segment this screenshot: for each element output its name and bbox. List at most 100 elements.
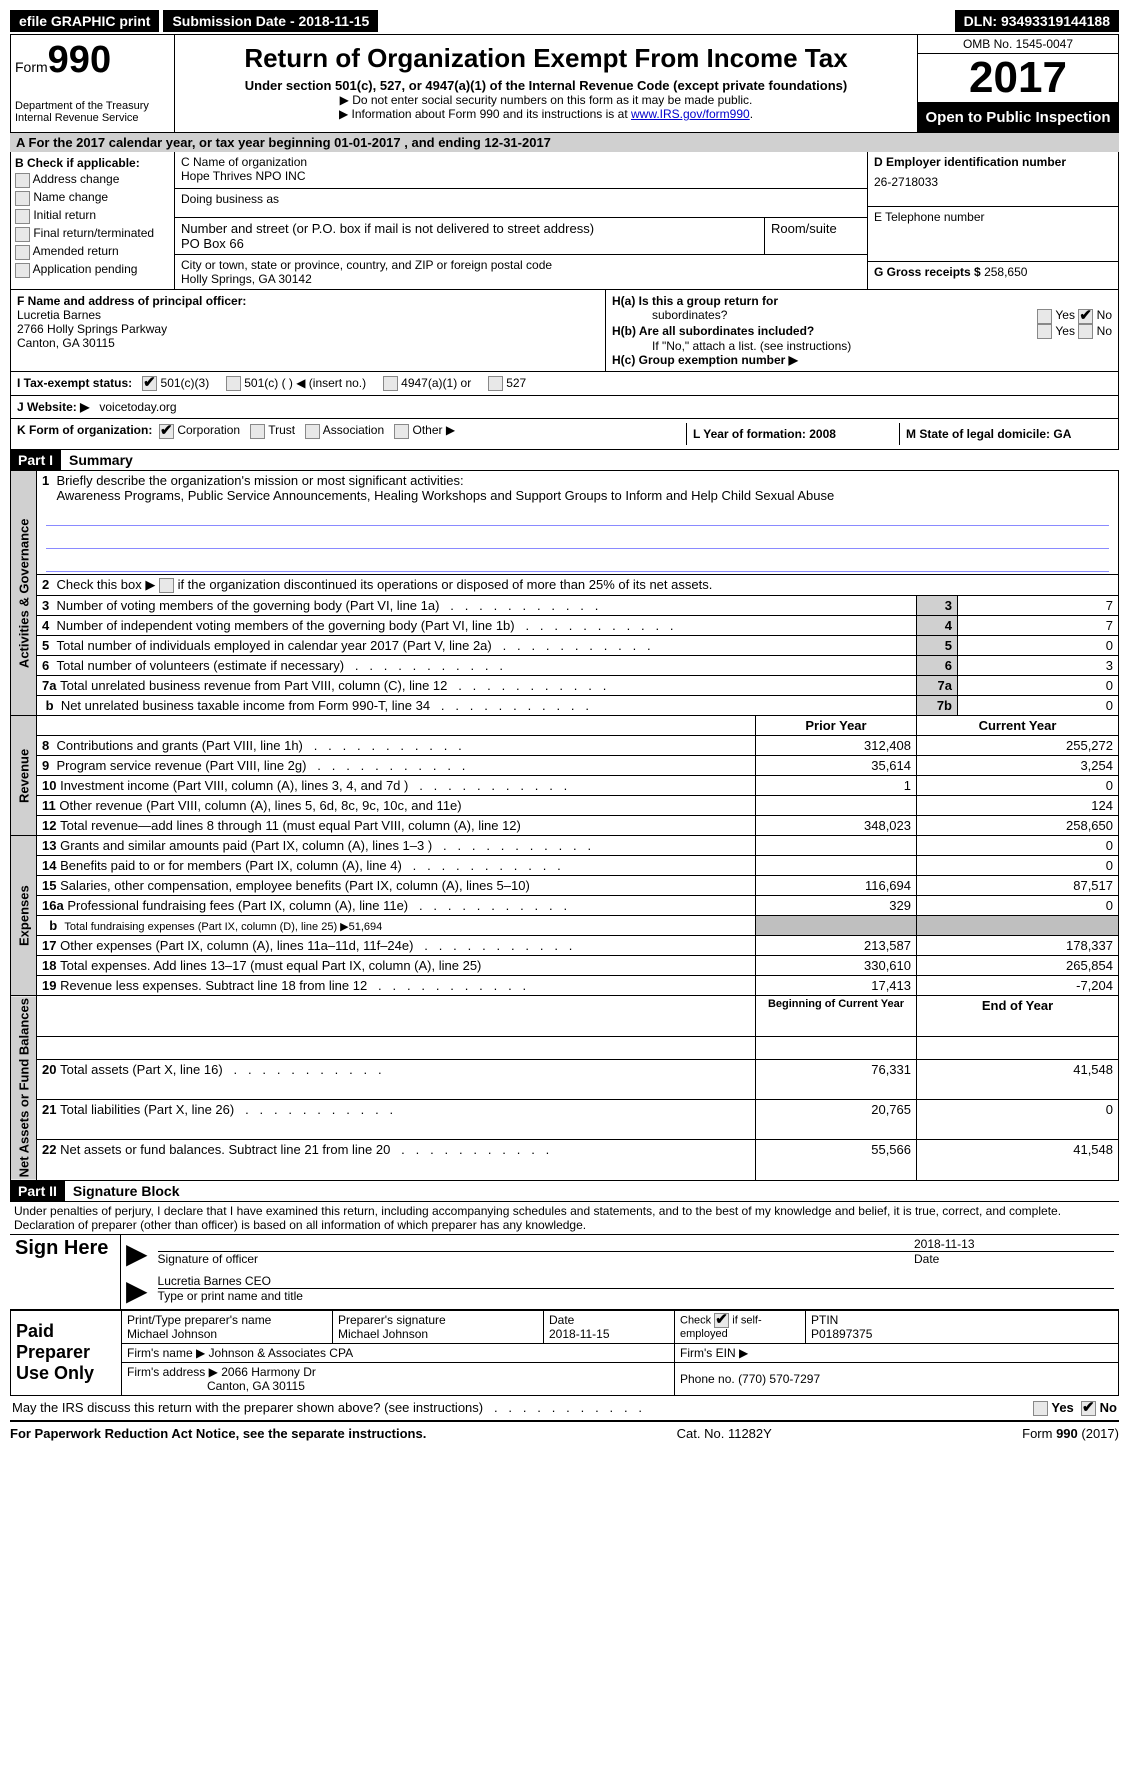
cb-other[interactable] xyxy=(394,424,409,439)
exp-p-19: 17,413 xyxy=(756,976,917,996)
rev-row-9: 9 Program service revenue (Part VIII, li… xyxy=(11,756,1119,776)
f-officer-addr1: 2766 Holly Springs Parkway xyxy=(17,322,167,336)
discuss-no: No xyxy=(1100,1400,1117,1415)
c-name-value: Hope Thrives NPO INC xyxy=(181,169,861,183)
rev-row-8: 8 Contributions and grants (Part VIII, l… xyxy=(11,736,1119,756)
city-value: Holly Springs, GA 30142 xyxy=(181,272,861,286)
exp-text-16b: Total fundraising expenses (Part IX, col… xyxy=(64,921,382,933)
cb-501c3[interactable] xyxy=(142,376,157,391)
prep-sig-label: Preparer's signature xyxy=(338,1313,538,1327)
section-fh: F Name and address of principal officer:… xyxy=(10,290,1119,372)
cb-discontinued[interactable] xyxy=(159,578,174,593)
d-ein-label: D Employer identification number xyxy=(874,155,1066,169)
footer-form-label: Form xyxy=(1022,1426,1056,1441)
firm-name-label: Firm's name ▶ xyxy=(127,1346,205,1360)
preparer-table: Paid Preparer Use Only Print/Type prepar… xyxy=(10,1310,1119,1396)
cb-hb-yes[interactable] xyxy=(1037,324,1052,339)
rev-text-9: Program service revenue (Part VIII, line… xyxy=(56,758,465,773)
room-suite-label: Room/suite xyxy=(765,218,867,254)
gov-val-5: 0 xyxy=(958,636,1119,656)
exp-text-13: Grants and similar amounts paid (Part IX… xyxy=(60,838,591,853)
f-officer-addr2: Canton, GA 30115 xyxy=(17,336,115,350)
sign-arrow-icon-2: ▶ xyxy=(121,1272,153,1310)
lbl-4947: 4947(a)(1) or xyxy=(401,376,471,390)
rev-text-10: Investment income (Part VIII, column (A)… xyxy=(60,778,567,793)
cb-address-change[interactable] xyxy=(15,173,30,188)
gov-row-7a: 7a Total unrelated business revenue from… xyxy=(11,676,1119,696)
net-p-22: 55,566 xyxy=(756,1140,917,1180)
form-number: 990 xyxy=(48,39,111,81)
omb-number: OMB No. 1545-0047 xyxy=(918,35,1118,54)
form-header: Form990 Department of the Treasury Inter… xyxy=(10,34,1119,133)
cb-4947[interactable] xyxy=(383,376,398,391)
rev-p-11 xyxy=(756,796,917,816)
lbl-amended-return: Amended return xyxy=(33,244,119,258)
gov-num-7a: 7a xyxy=(917,676,958,696)
name-title-label: Type or print name and title xyxy=(158,1289,1114,1303)
gov-text-3: Number of voting members of the governin… xyxy=(56,598,598,613)
mission-text: Awareness Programs, Public Service Annou… xyxy=(56,488,834,503)
gov-val-7b: 0 xyxy=(958,696,1119,716)
sig-date-value: 2018-11-13 xyxy=(914,1237,1114,1252)
k-org-row: K Form of organization: Corporation Trus… xyxy=(10,419,1119,450)
lbl-no: No xyxy=(1097,308,1112,322)
net-row-21: 21 Total liabilities (Part X, line 26)20… xyxy=(11,1100,1119,1140)
gov-row-3: 3 Number of voting members of the govern… xyxy=(11,596,1119,616)
sign-arrow-icon: ▶ xyxy=(121,1234,153,1272)
city-label: City or town, state or province, country… xyxy=(181,258,861,272)
cb-discuss-no[interactable] xyxy=(1081,1401,1096,1416)
phone-label: Phone no. xyxy=(680,1372,735,1386)
rev-text-8: Contributions and grants (Part VIII, lin… xyxy=(56,738,461,753)
cb-amended-return[interactable] xyxy=(15,245,30,260)
cb-assoc[interactable] xyxy=(305,424,320,439)
cb-name-change[interactable] xyxy=(15,191,30,206)
rev-c-11: 124 xyxy=(917,796,1119,816)
lbl-no2: No xyxy=(1097,324,1112,338)
gov-num-3: 3 xyxy=(917,596,958,616)
part1-header-row: Part I Summary xyxy=(10,450,1119,470)
cb-hb-no[interactable] xyxy=(1078,324,1093,339)
gov-text-7b: Net unrelated business taxable income fr… xyxy=(61,698,589,713)
exp-p-17: 213,587 xyxy=(756,936,917,956)
exp-text-19: Revenue less expenses. Subtract line 18 … xyxy=(60,978,526,993)
gov-row-7b: b Net unrelated business taxable income … xyxy=(11,696,1119,716)
lbl-name-change: Name change xyxy=(33,190,108,204)
cb-ha-no[interactable] xyxy=(1078,309,1093,324)
firm-addr-label: Firm's address ▶ xyxy=(127,1365,218,1379)
exp-p-16b xyxy=(756,916,917,936)
gov-text-7a: Total unrelated business revenue from Pa… xyxy=(60,678,606,693)
net-p-21: 20,765 xyxy=(756,1100,917,1140)
gov-text-6: Total number of volunteers (estimate if … xyxy=(56,658,503,673)
exp-row-18: 18 Total expenses. Add lines 13–17 (must… xyxy=(11,956,1119,976)
cb-corp[interactable] xyxy=(159,424,174,439)
cb-self-employed[interactable] xyxy=(714,1313,729,1328)
exp-p-18: 330,610 xyxy=(756,956,917,976)
exp-text-14: Benefits paid to or for members (Part IX… xyxy=(60,858,561,873)
irs-link[interactable]: www.IRS.gov/form990 xyxy=(631,107,750,121)
gov-text-4: Number of independent voting members of … xyxy=(56,618,673,633)
cb-final-return[interactable] xyxy=(15,227,30,242)
e-phone-label: E Telephone number xyxy=(874,210,1112,224)
cb-501c[interactable] xyxy=(226,376,241,391)
part1-header: Part I xyxy=(10,450,61,470)
cb-ha-yes[interactable] xyxy=(1037,309,1052,324)
lbl-app-pending: Application pending xyxy=(33,262,138,276)
summary-table: Activities & Governance 1 Briefly descri… xyxy=(10,470,1119,1180)
ptin-label: PTIN xyxy=(811,1313,1113,1327)
lbl-yes: Yes xyxy=(1055,308,1075,322)
exp-c-17: 178,337 xyxy=(917,936,1119,956)
cb-trust[interactable] xyxy=(250,424,265,439)
exp-c-16a: 0 xyxy=(917,896,1119,916)
cb-initial-return[interactable] xyxy=(15,209,30,224)
hb-note: If "No," attach a list. (see instruction… xyxy=(612,339,1112,353)
discuss-label: May the IRS discuss this return with the… xyxy=(12,1400,642,1415)
cb-app-pending[interactable] xyxy=(15,263,30,278)
cb-discuss-yes[interactable] xyxy=(1033,1401,1048,1416)
lbl-initial-return: Initial return xyxy=(33,208,96,222)
lbl-address-change: Address change xyxy=(33,172,120,186)
net-text-20: Total assets (Part X, line 16) xyxy=(60,1062,382,1077)
note-ssn: Do not enter social security numbers on … xyxy=(340,93,753,107)
rev-row-10: 10 Investment income (Part VIII, column … xyxy=(11,776,1119,796)
cb-527[interactable] xyxy=(488,376,503,391)
rev-text-12: Total revenue—add lines 8 through 11 (mu… xyxy=(60,818,521,833)
